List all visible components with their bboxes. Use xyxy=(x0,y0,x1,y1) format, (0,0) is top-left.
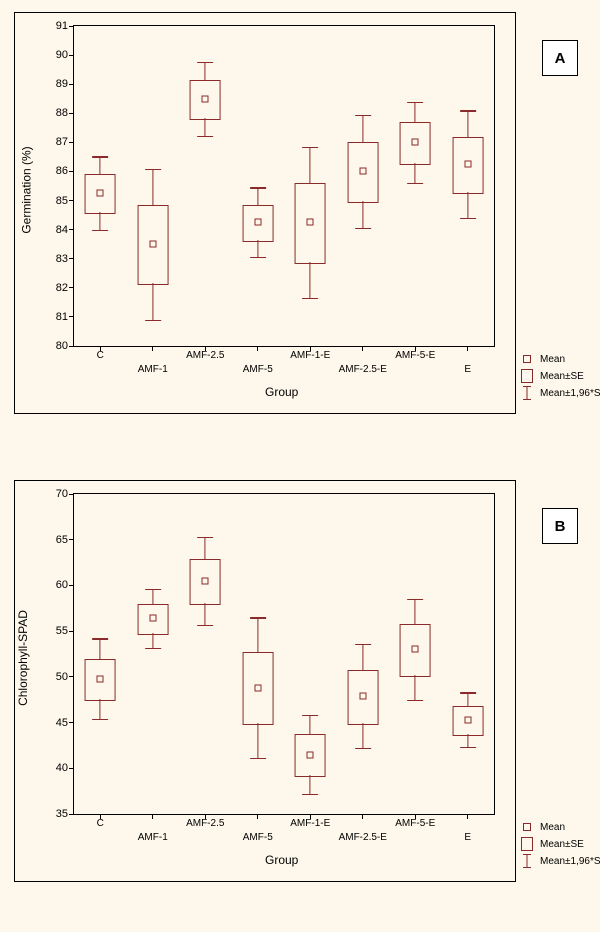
xtick xyxy=(467,346,468,351)
ytick xyxy=(69,539,74,540)
ytick xyxy=(69,258,74,259)
ytick-label: 45 xyxy=(56,717,68,729)
xtick-label: AMF-5-E xyxy=(395,818,435,829)
ytick-label: 55 xyxy=(56,625,68,637)
mean-marker-icon xyxy=(523,823,531,831)
ytick xyxy=(69,55,74,56)
xtick-label: AMF-2.5 xyxy=(186,350,224,361)
ytick-label: 83 xyxy=(56,253,68,265)
ytick-label: 70 xyxy=(56,488,68,500)
ytick xyxy=(69,171,74,172)
panel-A-plot: 808182838485868788899091CAMF-1AMF-2.5AMF… xyxy=(73,25,495,347)
xtick-label: AMF-5 xyxy=(243,364,273,375)
panel-A-ylabel: Germination (%) xyxy=(20,146,34,233)
mean-marker-icon xyxy=(523,355,531,363)
legend-row: Mean xyxy=(518,352,600,366)
ytick-label: 50 xyxy=(56,671,68,683)
ytick xyxy=(69,631,74,632)
legend-label: Mean xyxy=(540,822,565,833)
ytick-label: 84 xyxy=(56,224,68,236)
ytick xyxy=(69,142,74,143)
ytick xyxy=(69,346,74,347)
ytick-label: 91 xyxy=(56,20,68,32)
panel-A-wrap: 80 81 82 83 84 85 86 87 88 89 90 91 C AMF-1 AMF-2.5 AMF… xyxy=(14,12,586,414)
panel-B-chart: 35 40 45 50 55 60 65 70 C AMF-1 AMF-2.5 AMF-5 AMF-1-… xyxy=(14,480,516,882)
legend-row: Mean±SE xyxy=(518,369,600,383)
ytick xyxy=(69,229,74,230)
ytick xyxy=(69,200,74,201)
whisker-icon xyxy=(521,386,533,400)
ytick-label: 81 xyxy=(56,311,68,323)
xtick-label: AMF-1 xyxy=(138,832,168,843)
xtick-label: AMF-1 xyxy=(138,364,168,375)
panel-A-chart: 80 81 82 83 84 85 86 87 88 89 90 91 C AMF-1 AMF-2.5 AMF… xyxy=(14,12,516,414)
ytick xyxy=(69,814,74,815)
ytick-label: 60 xyxy=(56,579,68,591)
se-box-icon xyxy=(521,837,533,851)
xtick-label: E xyxy=(464,832,471,843)
whisker-icon xyxy=(521,854,533,868)
ytick xyxy=(69,585,74,586)
legend-row: Mean±1,96*SE xyxy=(518,854,600,868)
ytick xyxy=(69,113,74,114)
xtick-label: AMF-2.5-E xyxy=(339,832,387,843)
xtick-label: AMF-1-E xyxy=(290,818,330,829)
panel-A-letter: A xyxy=(542,40,578,76)
legend-row: Mean xyxy=(518,820,600,834)
xtick xyxy=(362,346,363,351)
xtick-label: C xyxy=(97,350,104,361)
legend-label: Mean±SE xyxy=(540,371,584,382)
ytick xyxy=(69,316,74,317)
ytick-label: 86 xyxy=(56,165,68,177)
page: 80 81 82 83 84 85 86 87 88 89 90 91 C AMF-1 AMF-2.5 AMF… xyxy=(0,0,600,932)
panel-B-ylabel: Chlorophyll-SPAD xyxy=(16,610,30,706)
xtick xyxy=(257,814,258,819)
ytick-label: 90 xyxy=(56,49,68,61)
ytick-label: 35 xyxy=(56,808,68,820)
xtick xyxy=(257,346,258,351)
legend-label: Mean±SE xyxy=(540,839,584,850)
ytick-label: 40 xyxy=(56,762,68,774)
xtick-label: AMF-2.5-E xyxy=(339,364,387,375)
ytick xyxy=(69,722,74,723)
panel-B-legend: Mean Mean±SE Mean±1,96*SE xyxy=(518,820,600,871)
ytick-label: 87 xyxy=(56,136,68,148)
ytick xyxy=(69,494,74,495)
xtick xyxy=(362,814,363,819)
xtick-label: AMF-5 xyxy=(243,832,273,843)
panel-B-letter: B xyxy=(542,508,578,544)
panel-A-legend: Mean Mean±SE Mean±1,96*SE xyxy=(518,352,600,403)
xtick-label: AMF-1-E xyxy=(290,350,330,361)
ytick-label: 65 xyxy=(56,534,68,546)
legend-row: Mean±SE xyxy=(518,837,600,851)
xtick-label: E xyxy=(464,364,471,375)
ytick-label: 88 xyxy=(56,107,68,119)
ytick-label: 82 xyxy=(56,282,68,294)
xtick-label: AMF-5-E xyxy=(395,350,435,361)
xtick xyxy=(152,814,153,819)
ytick-label: 85 xyxy=(56,195,68,207)
legend-label: Mean xyxy=(540,354,565,365)
xtick-label: C xyxy=(97,818,104,829)
ytick xyxy=(69,676,74,677)
legend-label: Mean±1,96*SE xyxy=(540,856,600,867)
panel-B-xlabel: Group xyxy=(265,853,298,867)
ytick xyxy=(69,287,74,288)
ytick xyxy=(69,768,74,769)
panel-A-xlabel: Group xyxy=(265,385,298,399)
xtick xyxy=(467,814,468,819)
panel-B-wrap: 35 40 45 50 55 60 65 70 C AMF-1 AMF-2.5 AMF-5 AMF-1-… xyxy=(14,480,586,882)
legend-row: Mean±1,96*SE xyxy=(518,386,600,400)
ytick-label: 89 xyxy=(56,78,68,90)
se-box-icon xyxy=(521,369,533,383)
legend-label: Mean±1,96*SE xyxy=(540,388,600,399)
panel-B-plot: 3540455055606570CAMF-1AMF-2.5AMF-5AMF-1-… xyxy=(73,493,495,815)
ytick-label: 80 xyxy=(56,340,68,352)
xtick xyxy=(152,346,153,351)
ytick xyxy=(69,84,74,85)
ytick xyxy=(69,26,74,27)
xtick-label: AMF-2.5 xyxy=(186,818,224,829)
